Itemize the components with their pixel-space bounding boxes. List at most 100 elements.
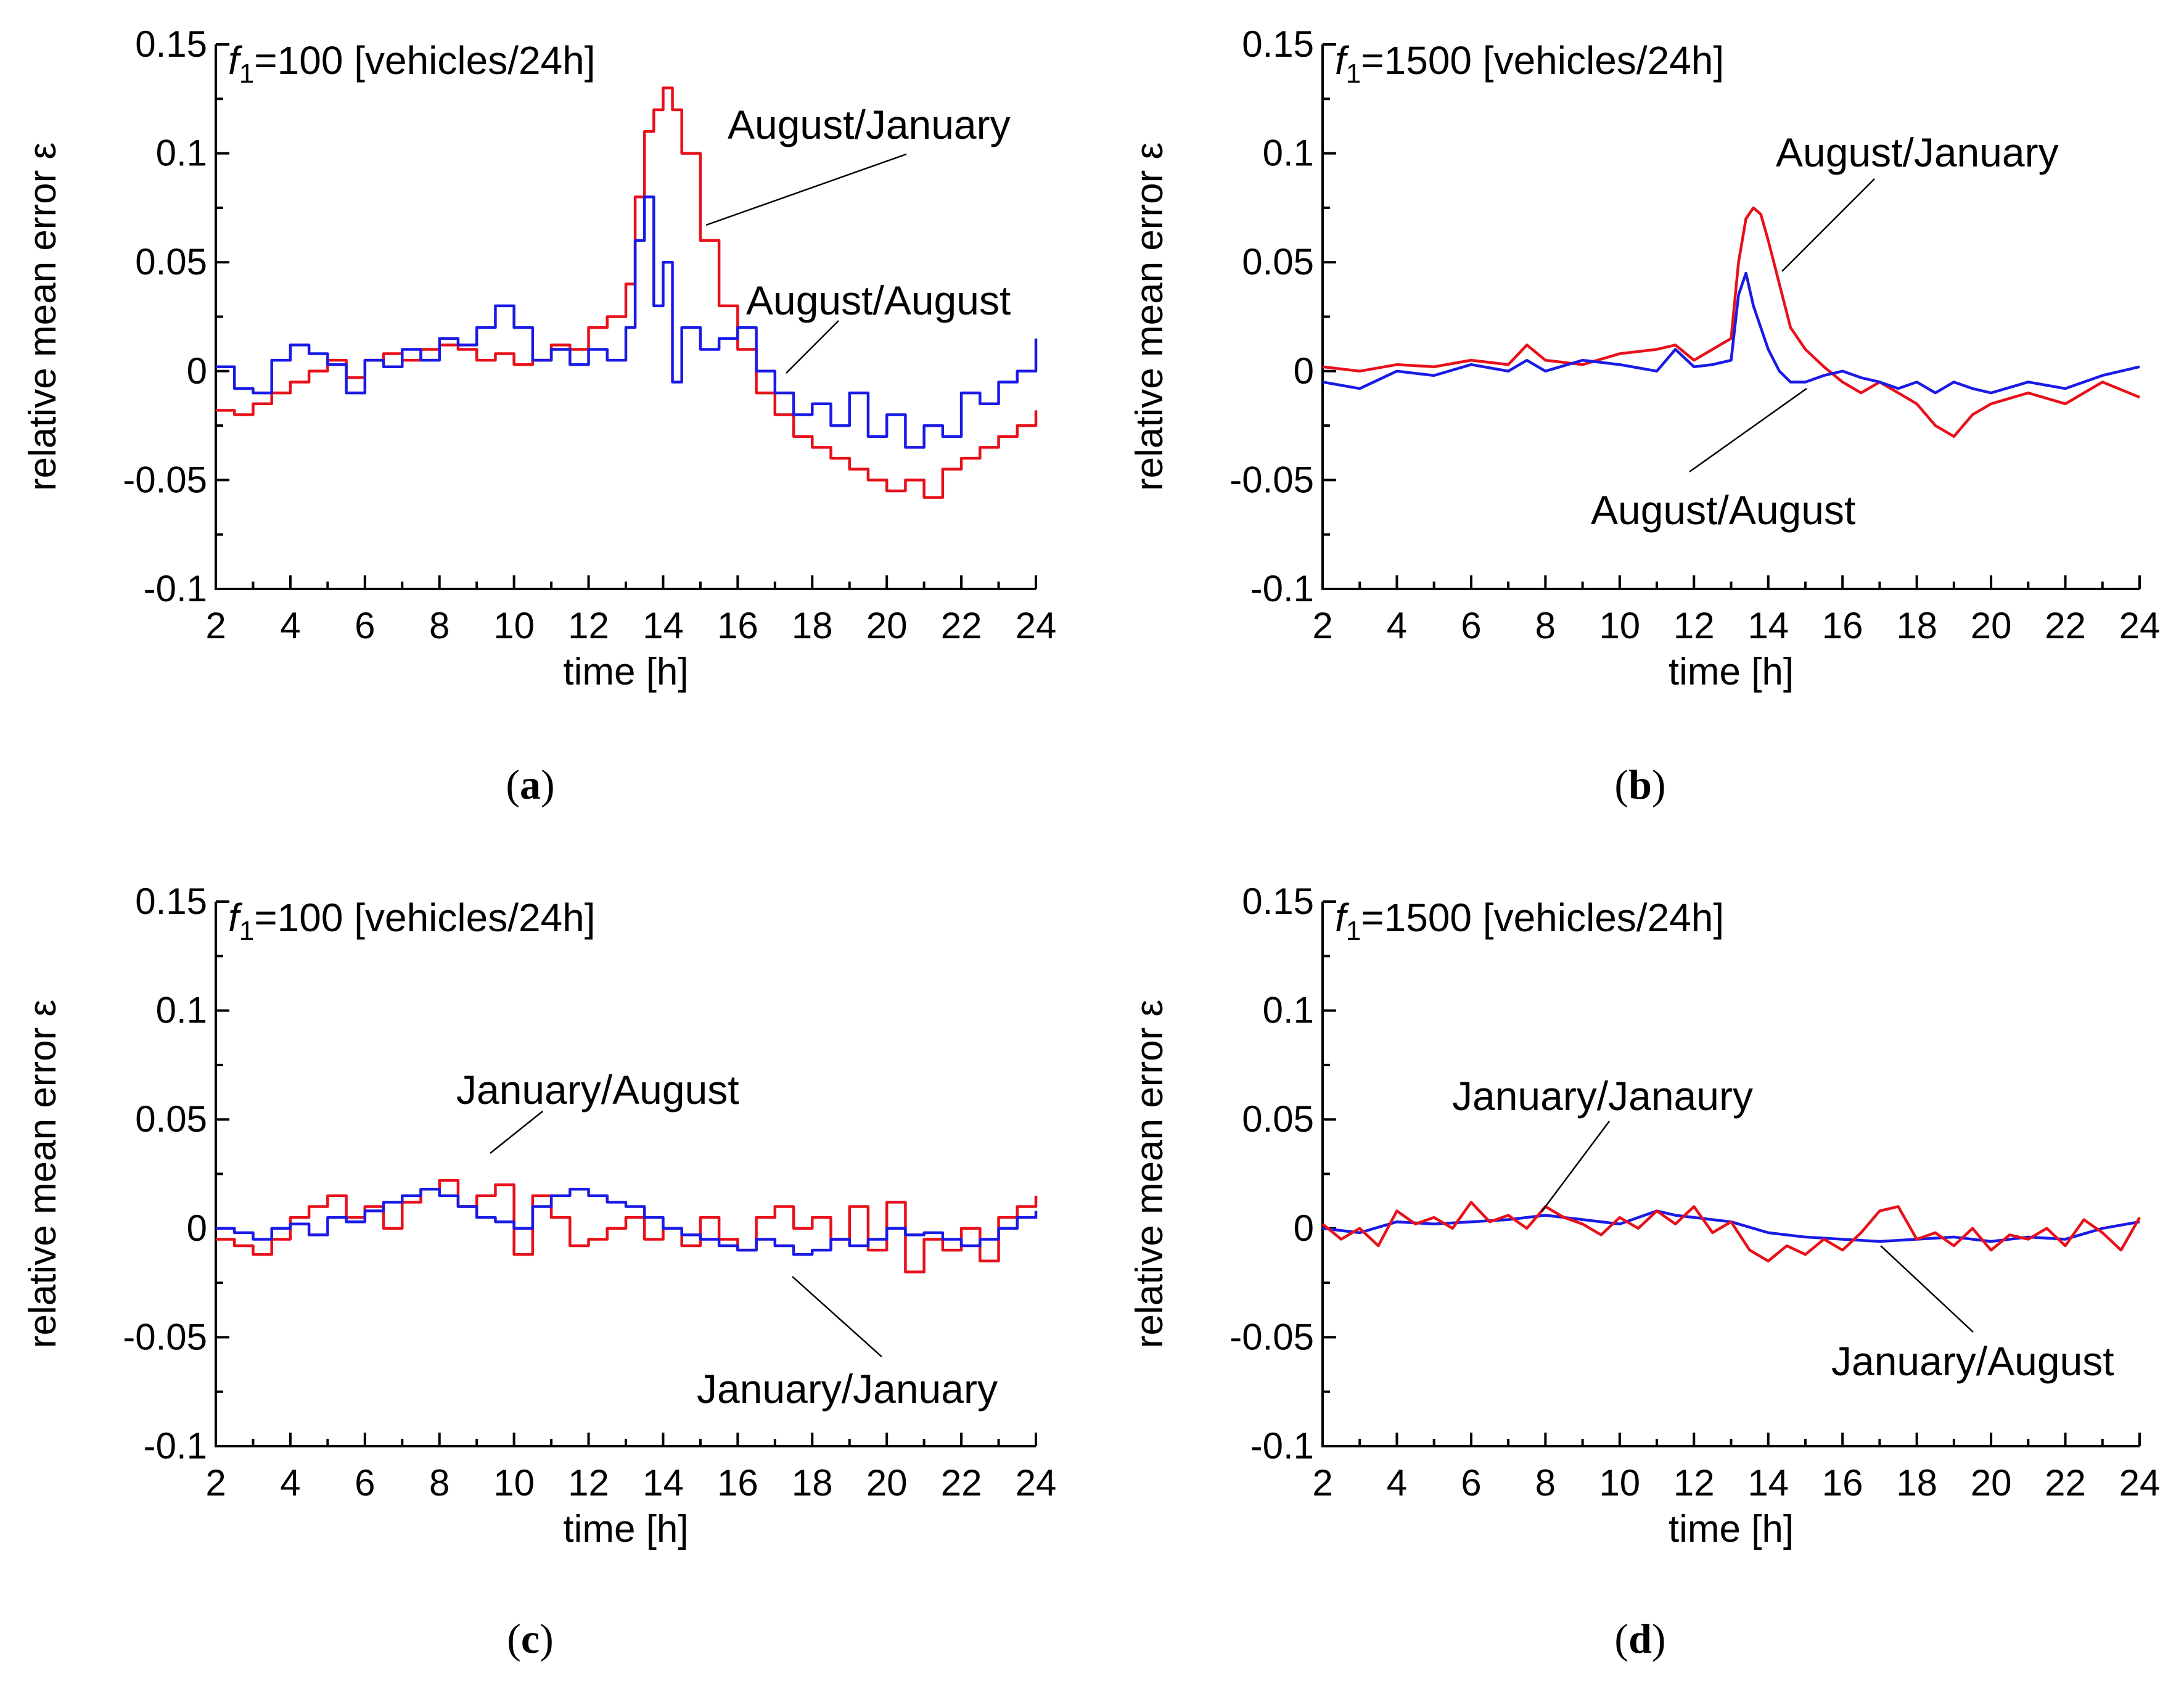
x-tick-label: 24 — [1016, 605, 1057, 646]
panel-caption: (b) — [1614, 761, 1665, 808]
annotation-label: August/August — [746, 278, 1011, 323]
y-tick-label: 0.05 — [135, 1098, 207, 1140]
x-tick-label: 18 — [792, 605, 833, 646]
x-tick-label: 4 — [1387, 605, 1407, 646]
x-tick-label: 16 — [1822, 1462, 1863, 1504]
x-tick-label: 12 — [568, 605, 609, 646]
x-tick-label: 4 — [1387, 1462, 1407, 1504]
y-tick-label: -0.05 — [1230, 1316, 1314, 1357]
series-january-janaury — [1322, 1209, 2140, 1243]
panel-c: 2 4 6 8 10 12 14 16 18 20 22 24-0.1-0.0500.050.10.1… — [22, 881, 1056, 1662]
y-tick-label: -0.1 — [144, 1425, 207, 1467]
x-tick-label: 2 — [1312, 605, 1332, 646]
panel-title: f1=100 [vehicles/24h] — [228, 895, 596, 946]
y-axis-label: relative mean error ε — [22, 1000, 64, 1348]
annotation-leader — [1880, 1245, 1974, 1333]
x-tick-label: 8 — [1535, 1462, 1556, 1504]
x-tick-label: 4 — [280, 1462, 300, 1504]
x-axis-label: time [h] — [563, 651, 688, 693]
y-tick-label: -0.1 — [1250, 568, 1314, 609]
y-tick-label: 0.05 — [135, 241, 207, 282]
y-tick-label: 0.15 — [1242, 881, 1314, 922]
panel-caption: (d) — [1614, 1615, 1665, 1662]
x-tick-label: 8 — [429, 605, 450, 646]
x-tick-label: 2 — [205, 1462, 226, 1504]
series-january-august — [1321, 1201, 2141, 1263]
x-axis-label: time [h] — [1669, 651, 1794, 693]
x-tick-label: 6 — [1461, 1462, 1481, 1504]
x-tick-label: 20 — [1971, 605, 2012, 646]
x-tick-label: 16 — [717, 1462, 758, 1504]
y-tick-label: 0.05 — [1242, 1098, 1314, 1140]
y-tick-label: -0.05 — [123, 1316, 207, 1357]
x-tick-label: 6 — [355, 605, 375, 646]
x-axis-label: time [h] — [1669, 1508, 1794, 1550]
x-axis-label: time [h] — [563, 1508, 688, 1550]
panel-b: 2 4 6 8 10 12 14 16 18 20 22 24-0.1-0.0500.050.10.1… — [1128, 23, 2160, 808]
series-august-january — [1322, 206, 2140, 438]
x-tick-label: 12 — [568, 1462, 609, 1504]
x-tick-label: 24 — [1016, 1462, 1057, 1504]
annotation-leader — [1540, 1121, 1611, 1212]
x-tick-label: 24 — [2119, 1462, 2161, 1504]
x-tick-label: 10 — [1599, 1462, 1640, 1504]
x-tick-label: 14 — [642, 605, 684, 646]
annotation-label: January/January — [697, 1366, 998, 1412]
y-tick-label: -0.1 — [1250, 1425, 1314, 1467]
annotation-leader — [705, 153, 907, 226]
x-tick-label: 22 — [941, 605, 982, 646]
x-tick-label: 8 — [1535, 605, 1556, 646]
series-january-august — [216, 1179, 1038, 1273]
x-tick-label: 14 — [1747, 605, 1789, 646]
y-tick-label: 0 — [187, 1208, 207, 1249]
annotation-leader — [1689, 387, 1807, 473]
x-tick-label: 10 — [1599, 605, 1640, 646]
y-axis-label: relative mean error ε — [1128, 142, 1171, 491]
annotation-label: January/August — [1831, 1338, 2114, 1384]
x-tick-label: 18 — [792, 1462, 833, 1504]
x-tick-label: 16 — [1822, 605, 1863, 646]
x-tick-label: 6 — [1461, 605, 1481, 646]
x-tick-label: 2 — [205, 605, 226, 646]
panel-d: 2 4 6 8 10 12 14 16 18 20 22 24-0.1-0.0500.050.10.1… — [1128, 881, 2160, 1662]
y-tick-label: 0.1 — [1263, 990, 1314, 1031]
series-january-january — [216, 1187, 1038, 1256]
y-tick-label: -0.1 — [144, 568, 207, 609]
x-tick-label: 12 — [1673, 605, 1715, 646]
y-tick-label: 0.05 — [1242, 241, 1314, 282]
y-tick-label: -0.05 — [123, 459, 207, 500]
annotation-leader — [1781, 178, 1875, 272]
panel-a: 2 4 6 8 10 12 14 16 18 20 22 24-0.1-0.0500.050.10.1… — [22, 23, 1056, 808]
annotation-label: January/August — [456, 1067, 739, 1113]
y-tick-label: 0 — [187, 350, 207, 392]
annotation-leader — [490, 1111, 543, 1154]
y-tick-label: 0 — [1294, 350, 1314, 392]
annotation-label: August/January — [1776, 130, 2059, 175]
series-august-august — [216, 195, 1038, 449]
x-tick-label: 22 — [941, 1462, 982, 1504]
y-tick-label: 0.1 — [156, 990, 207, 1031]
x-tick-label: 24 — [2119, 605, 2161, 646]
x-tick-label: 4 — [280, 605, 300, 646]
axis-frame — [215, 902, 1036, 1447]
x-tick-label: 18 — [1896, 605, 1937, 646]
annotation-leader — [786, 320, 839, 374]
x-tick-label: 6 — [355, 1462, 375, 1504]
x-tick-label: 22 — [2045, 1462, 2086, 1504]
x-tick-label: 14 — [642, 1462, 684, 1504]
panel-title: f1=1500 [vehicles/24h] — [1335, 38, 1724, 89]
panel-title: f1=1500 [vehicles/24h] — [1335, 895, 1724, 946]
annotation-label: August/August — [1591, 487, 1855, 533]
y-tick-label: 0 — [1294, 1208, 1314, 1249]
x-tick-label: 12 — [1673, 1462, 1715, 1504]
x-tick-label: 14 — [1747, 1462, 1789, 1504]
y-tick-label: -0.05 — [1230, 459, 1314, 500]
y-tick-label: 0.1 — [156, 133, 207, 174]
y-tick-label: 0.15 — [135, 881, 207, 922]
x-tick-label: 20 — [866, 605, 908, 646]
panel-title: f1=100 [vehicles/24h] — [228, 38, 596, 89]
x-tick-label: 22 — [2045, 605, 2086, 646]
x-tick-label: 10 — [493, 1462, 535, 1504]
annotation-leader — [792, 1276, 882, 1357]
